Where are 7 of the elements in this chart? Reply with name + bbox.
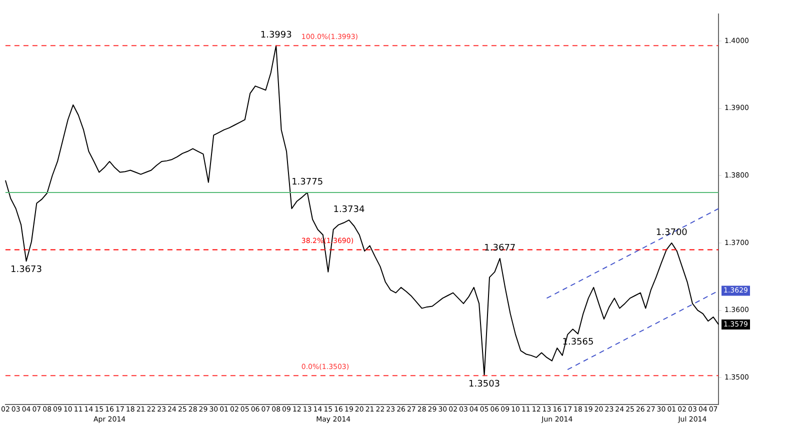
annotation: 1.3775 [292,177,324,188]
annotation: 1.3993 [260,30,292,40]
annotation: 1.3503 [468,379,500,390]
annotation: 1.3700 [656,228,688,238]
annotation: 1.3677 [484,243,516,254]
annotation: 1.3673 [10,265,42,275]
annotation: 1.3734 [333,204,365,215]
